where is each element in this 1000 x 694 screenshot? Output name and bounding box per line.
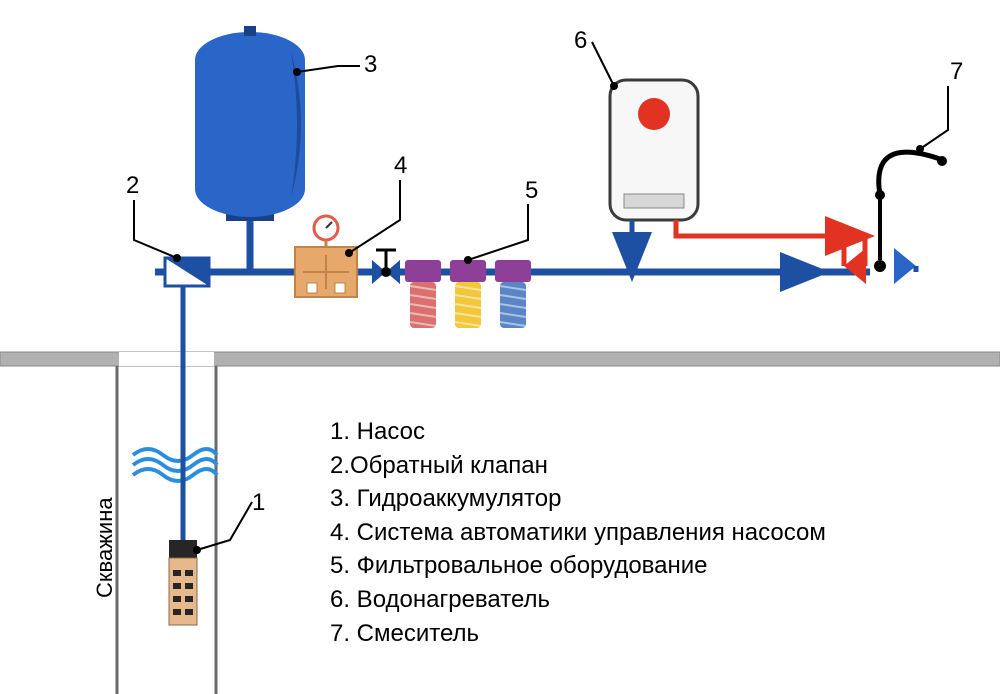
legend-item: 6. Водонагреватель bbox=[330, 583, 826, 617]
legend-block: 1. Насос 2.Обратный клапан 3. Гидроаккум… bbox=[330, 415, 826, 650]
callout-1: 1 bbox=[252, 489, 265, 517]
legend-item: 3. Гидроаккумулятор bbox=[330, 482, 826, 516]
callout-7: 7 bbox=[950, 58, 963, 86]
legend-item: 4. Система автоматики управления насосом bbox=[330, 516, 826, 550]
callout-2: 2 bbox=[126, 172, 139, 200]
legend-item: 5. Фильтровальное оборудование bbox=[330, 549, 826, 583]
callout-4: 4 bbox=[394, 152, 407, 180]
legend-item: 2.Обратный клапан bbox=[330, 449, 826, 483]
callout-3: 3 bbox=[364, 51, 377, 79]
legend-item: 1. Насос bbox=[330, 415, 826, 449]
callout-5: 5 bbox=[525, 177, 538, 205]
callout-6: 6 bbox=[574, 27, 587, 55]
legend-item: 7. Смеситель bbox=[330, 617, 826, 651]
well-label: Скважина bbox=[92, 497, 118, 598]
